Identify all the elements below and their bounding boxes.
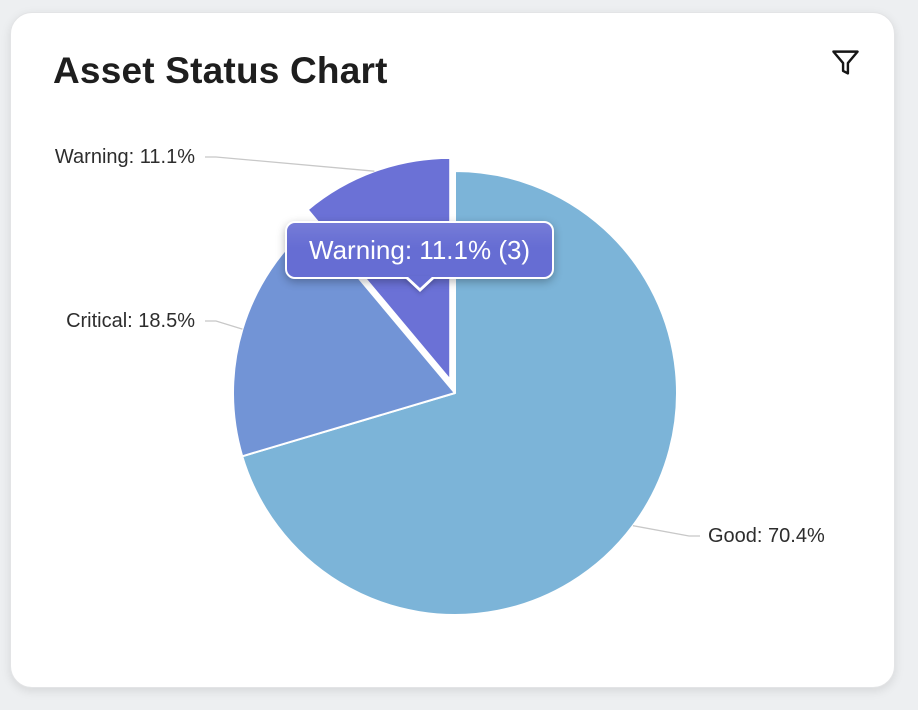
tooltip-text: Warning: 11.1% (3) — [309, 234, 531, 265]
card-title: Asset Status Chart — [53, 50, 388, 91]
chart-tooltip: Warning: 11.1% (3) — [285, 221, 555, 288]
filter-button[interactable] — [822, 39, 868, 85]
filter-icon — [831, 49, 859, 75]
